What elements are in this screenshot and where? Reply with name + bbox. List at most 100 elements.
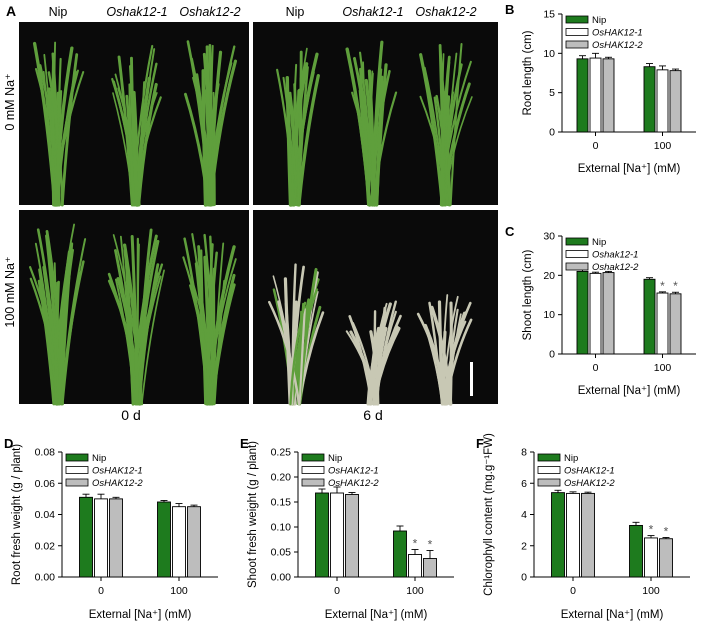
- bar: [330, 492, 344, 578]
- leaf-blade: [449, 43, 463, 206]
- y-tick-label: 8: [521, 447, 527, 459]
- bar: [393, 530, 407, 578]
- leaf-blade: [297, 308, 306, 406]
- y-tick-label: 6: [521, 478, 527, 490]
- bar: [656, 69, 669, 133]
- leaf-blade: [293, 71, 315, 206]
- panel-label: B: [505, 2, 514, 17]
- bar: [187, 506, 201, 578]
- legend-label: Nip: [92, 453, 106, 464]
- bar: [345, 494, 359, 578]
- leaf-blade: [208, 44, 214, 206]
- y-tick-label: 0.20: [271, 472, 292, 484]
- leaf-blade: [114, 278, 136, 405]
- significance-star: *: [413, 537, 418, 551]
- bar: [79, 496, 93, 578]
- y-tick-label: 15: [543, 9, 555, 21]
- legend-label: OsHAK12-1: [564, 466, 615, 477]
- legend-label: OsHAK12-2: [92, 478, 143, 489]
- leaf-blade: [138, 81, 146, 207]
- leaf-blade: [291, 63, 298, 206]
- y-axis-label: Shoot fresh weight (g / plant): [247, 441, 259, 588]
- leaf-blade: [194, 74, 210, 206]
- leaf-blade: [114, 249, 138, 406]
- legend-label: Nip: [328, 453, 342, 464]
- x-axis-label: External [Na⁺] (mM): [325, 609, 428, 621]
- bar: [566, 492, 580, 578]
- leaf-blade: [43, 53, 57, 206]
- legend-label: OsHAK12-1: [92, 466, 143, 477]
- bar: [576, 270, 589, 355]
- legend-label: OsHAK12-1: [592, 28, 643, 39]
- legend-swatch: [301, 478, 325, 487]
- leaf-blade: [373, 326, 388, 406]
- leaf-blade: [138, 279, 150, 406]
- leaf-blade: [140, 269, 165, 405]
- leaf-blade: [54, 46, 74, 207]
- x-axis-label: External [Na⁺] (mM): [578, 385, 681, 397]
- chart-chlorophyll: F 0 2 4 6 8 0 100 * * External [Na⁺] (mM) Chlorophy…: [476, 433, 690, 621]
- leaf-blade: [60, 53, 79, 207]
- leaf-blade: [368, 72, 374, 206]
- y-tick-label: 0.02: [35, 540, 56, 552]
- x-tick-label: 0: [98, 585, 104, 597]
- leaf-blade: [194, 262, 209, 406]
- chart-root-fresh-weight: D 0.00 0.02 0.04 0.06 0.08 0 100 External [Na⁺] …: [4, 436, 218, 621]
- leaf-blade: [297, 65, 302, 206]
- y-tick-label: 0.06: [35, 478, 56, 490]
- legend-label: OsHAK12-2: [564, 478, 615, 489]
- photo-col-mut2-6d: Oshak12-2: [415, 5, 476, 19]
- leaf-blade: [442, 295, 459, 405]
- bar: [551, 492, 565, 578]
- significance-star: *: [428, 538, 433, 552]
- bar: [643, 278, 656, 355]
- legend-swatch: [65, 466, 89, 474]
- y-tick-label: 0.00: [271, 572, 292, 584]
- bar: [576, 58, 589, 133]
- legend-swatch: [65, 453, 89, 462]
- x-tick-label: 100: [406, 585, 424, 597]
- chart-shoot-length: C 0 10 20 30 0 100 * * External [Na⁺] (mM) Shoot l…: [505, 224, 696, 397]
- panel-label: F: [476, 436, 484, 451]
- legend-label: Nip: [564, 453, 578, 464]
- leaf-blade: [367, 69, 376, 207]
- y-tick-label: 0.15: [271, 497, 292, 509]
- leaf-blade: [206, 243, 214, 406]
- y-tick-label: 0.00: [35, 572, 56, 584]
- significance-star: *: [649, 523, 654, 537]
- y-tick-label: 0.04: [35, 509, 56, 521]
- y-tick-label: 0: [549, 349, 555, 361]
- bar: [656, 292, 669, 355]
- bar: [602, 272, 615, 355]
- x-tick-label: 0: [334, 585, 340, 597]
- leaf-blade: [289, 301, 307, 406]
- bar: [94, 498, 108, 578]
- legend-label: OsHAK12-2: [328, 478, 379, 489]
- bar: [629, 524, 643, 578]
- photo-row-0mm: 0 mM Na⁺: [3, 73, 17, 130]
- x-tick-label: 0: [570, 585, 576, 597]
- photo-col-mut2-0d: Oshak12-2: [179, 5, 240, 19]
- panel-label: D: [4, 436, 13, 451]
- panel-label: E: [240, 436, 249, 451]
- bar: [602, 58, 615, 133]
- legend-label: Oshak12-2: [592, 262, 639, 273]
- significance-star: *: [660, 279, 665, 293]
- bar: [589, 272, 602, 355]
- panel-label: C: [505, 224, 515, 239]
- leaf-blade: [443, 96, 473, 206]
- bar: [423, 558, 437, 578]
- bar: [157, 501, 171, 578]
- y-tick-label: 0: [521, 572, 527, 584]
- leaf-blade: [439, 55, 451, 207]
- y-axis-label: Chlorophyll content (mg.g⁻¹FW): [483, 433, 495, 596]
- legend-swatch: [565, 250, 589, 258]
- legend-swatch: [537, 466, 561, 474]
- legend-swatch: [65, 478, 89, 487]
- photo-day-6: 6 d: [363, 407, 382, 420]
- leaf-blade: [366, 320, 385, 406]
- y-axis-label: Root fresh weight (g / plant): [11, 444, 23, 585]
- x-tick-label: 100: [642, 585, 660, 597]
- leaf-blade: [130, 235, 139, 406]
- legend-label: Nip: [592, 15, 606, 26]
